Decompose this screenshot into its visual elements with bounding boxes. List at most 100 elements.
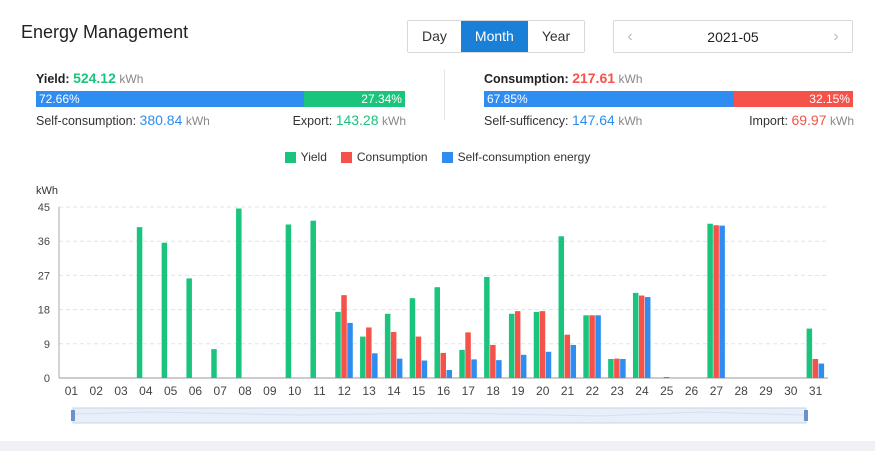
bar-yield-17 bbox=[459, 349, 465, 378]
y-tick-label: 18 bbox=[38, 305, 50, 317]
x-tick-label: 25 bbox=[660, 384, 674, 398]
bar-self-consumption-energy-17 bbox=[471, 359, 477, 378]
tab-day[interactable]: Day bbox=[422, 28, 447, 44]
bar-yield-23 bbox=[608, 359, 614, 378]
consumption-split-bar: 67.85% 32.15% bbox=[484, 91, 854, 107]
bar-yield-18 bbox=[484, 276, 490, 378]
x-tick-label: 10 bbox=[288, 384, 302, 398]
legend-swatch bbox=[284, 151, 296, 163]
bottom-strip bbox=[0, 441, 875, 451]
bar-consumption-27 bbox=[713, 225, 719, 378]
yield-export-segment: 27.34% bbox=[304, 91, 405, 107]
x-tick-label: 28 bbox=[734, 384, 748, 398]
bar-consumption-14 bbox=[390, 332, 397, 378]
consumption-import-segment: 32.15% bbox=[734, 91, 853, 107]
x-tick-label: 06 bbox=[189, 384, 203, 398]
bar-yield-07 bbox=[211, 349, 217, 378]
x-tick-label: 13 bbox=[362, 384, 376, 398]
tab-month[interactable]: Month bbox=[460, 21, 528, 52]
period-selector: Day Month Year bbox=[407, 20, 586, 53]
x-tick-label: 31 bbox=[809, 384, 823, 398]
bar-self-consumption-energy-23 bbox=[620, 359, 626, 378]
import-value: 69.97 bbox=[791, 112, 827, 128]
bar-consumption-17 bbox=[465, 332, 471, 378]
x-tick-label: 26 bbox=[685, 384, 699, 398]
yield-label: Yield: bbox=[36, 72, 70, 86]
consumption-label: Consumption: bbox=[484, 72, 569, 86]
bar-yield-04 bbox=[136, 227, 143, 378]
x-tick-label: 14 bbox=[387, 384, 401, 398]
bar-yield-10 bbox=[285, 224, 292, 378]
chevron-left-icon[interactable]: ‹ bbox=[627, 27, 633, 45]
export-stat: Export: 143.28 kWh bbox=[292, 112, 406, 128]
self-consumption-value: 380.84 bbox=[139, 112, 183, 128]
bar-yield-27 bbox=[707, 223, 713, 378]
x-tick-label: 16 bbox=[437, 384, 451, 398]
bar-self-consumption-energy-27 bbox=[719, 225, 725, 378]
yield-self-segment: 72.66% bbox=[36, 91, 305, 107]
self-sufficiency-stat: Self-sufficency: 147.64 kWh bbox=[484, 112, 643, 128]
bar-yield-19 bbox=[508, 313, 515, 378]
bar-consumption-19 bbox=[514, 311, 521, 378]
x-tick-label: 30 bbox=[784, 384, 798, 398]
bar-yield-06 bbox=[186, 278, 192, 378]
x-tick-label: 22 bbox=[586, 384, 600, 398]
bar-self-consumption-energy-13 bbox=[372, 353, 378, 378]
bar-self-consumption-energy-12 bbox=[347, 322, 353, 378]
bar-consumption-18 bbox=[490, 344, 496, 378]
yield-summary: Yield: 524.12 kWh 72.66% 27.34% Self-con… bbox=[36, 70, 406, 128]
x-tick-label: 08 bbox=[238, 384, 252, 398]
legend-item-yield[interactable]: Yield bbox=[284, 150, 327, 164]
y-tick-label: 27 bbox=[38, 270, 50, 282]
x-tick-label: 20 bbox=[536, 384, 550, 398]
x-tick-label: 27 bbox=[710, 384, 724, 398]
bar-consumption-13 bbox=[366, 327, 372, 378]
zoom-handle-right[interactable] bbox=[804, 410, 808, 421]
tab-year[interactable]: Year bbox=[541, 28, 571, 44]
x-tick-label: 29 bbox=[759, 384, 773, 398]
summary-divider bbox=[444, 70, 445, 120]
bar-self-consumption-energy-24 bbox=[644, 297, 651, 378]
y-tick-label: 45 bbox=[38, 202, 50, 214]
legend-item-consumption[interactable]: Consumption bbox=[340, 150, 428, 164]
consumption-value: 217.61 bbox=[572, 70, 616, 86]
bar-consumption-31 bbox=[812, 359, 819, 378]
bar-self-consumption-energy-16 bbox=[446, 370, 452, 378]
bar-self-consumption-energy-15 bbox=[421, 360, 428, 378]
x-tick-label: 03 bbox=[114, 384, 128, 398]
date-value: 2021-05 bbox=[707, 28, 759, 45]
self-sufficiency-value: 147.64 bbox=[572, 112, 615, 128]
bar-self-consumption-energy-19 bbox=[520, 354, 527, 378]
legend-swatch bbox=[441, 151, 453, 163]
consumption-self-segment: 67.85% bbox=[484, 91, 735, 107]
bar-self-consumption-energy-22 bbox=[595, 315, 601, 378]
bar-yield-31 bbox=[806, 328, 813, 378]
date-picker[interactable]: ‹ 2021-05 › bbox=[613, 20, 853, 53]
page-title: Energy Management bbox=[21, 22, 189, 42]
consumption-summary: Consumption: 217.61 kWh 67.85% 32.15% Se… bbox=[484, 70, 854, 128]
yield-unit: kWh bbox=[119, 72, 144, 86]
bar-yield-11 bbox=[310, 220, 316, 378]
x-tick-label: 09 bbox=[263, 384, 277, 398]
bar-yield-16 bbox=[434, 287, 440, 378]
consumption-unit: kWh bbox=[618, 72, 643, 86]
zoom-handle-left[interactable] bbox=[71, 410, 75, 421]
bar-consumption-16 bbox=[440, 352, 446, 378]
x-tick-label: 21 bbox=[561, 384, 575, 398]
bar-yield-14 bbox=[384, 313, 391, 378]
bar-consumption-15 bbox=[415, 336, 422, 378]
legend-item-self-consumption[interactable]: Self-consumption energy bbox=[441, 150, 590, 164]
yield-value: 524.12 bbox=[73, 70, 116, 86]
bar-yield-12 bbox=[335, 311, 341, 378]
bar-yield-08 bbox=[236, 208, 242, 378]
y-axis-label: kWh bbox=[36, 185, 58, 197]
bar-consumption-22 bbox=[589, 315, 595, 378]
x-tick-label: 05 bbox=[164, 384, 178, 398]
chevron-right-icon[interactable]: › bbox=[833, 27, 839, 45]
bar-self-consumption-energy-20 bbox=[545, 351, 552, 378]
x-tick-label: 15 bbox=[412, 384, 426, 398]
bar-consumption-12 bbox=[341, 295, 347, 378]
bar-yield-15 bbox=[409, 298, 416, 378]
self-consumption-stat: Self-consumption: 380.84 kWh bbox=[36, 112, 210, 128]
